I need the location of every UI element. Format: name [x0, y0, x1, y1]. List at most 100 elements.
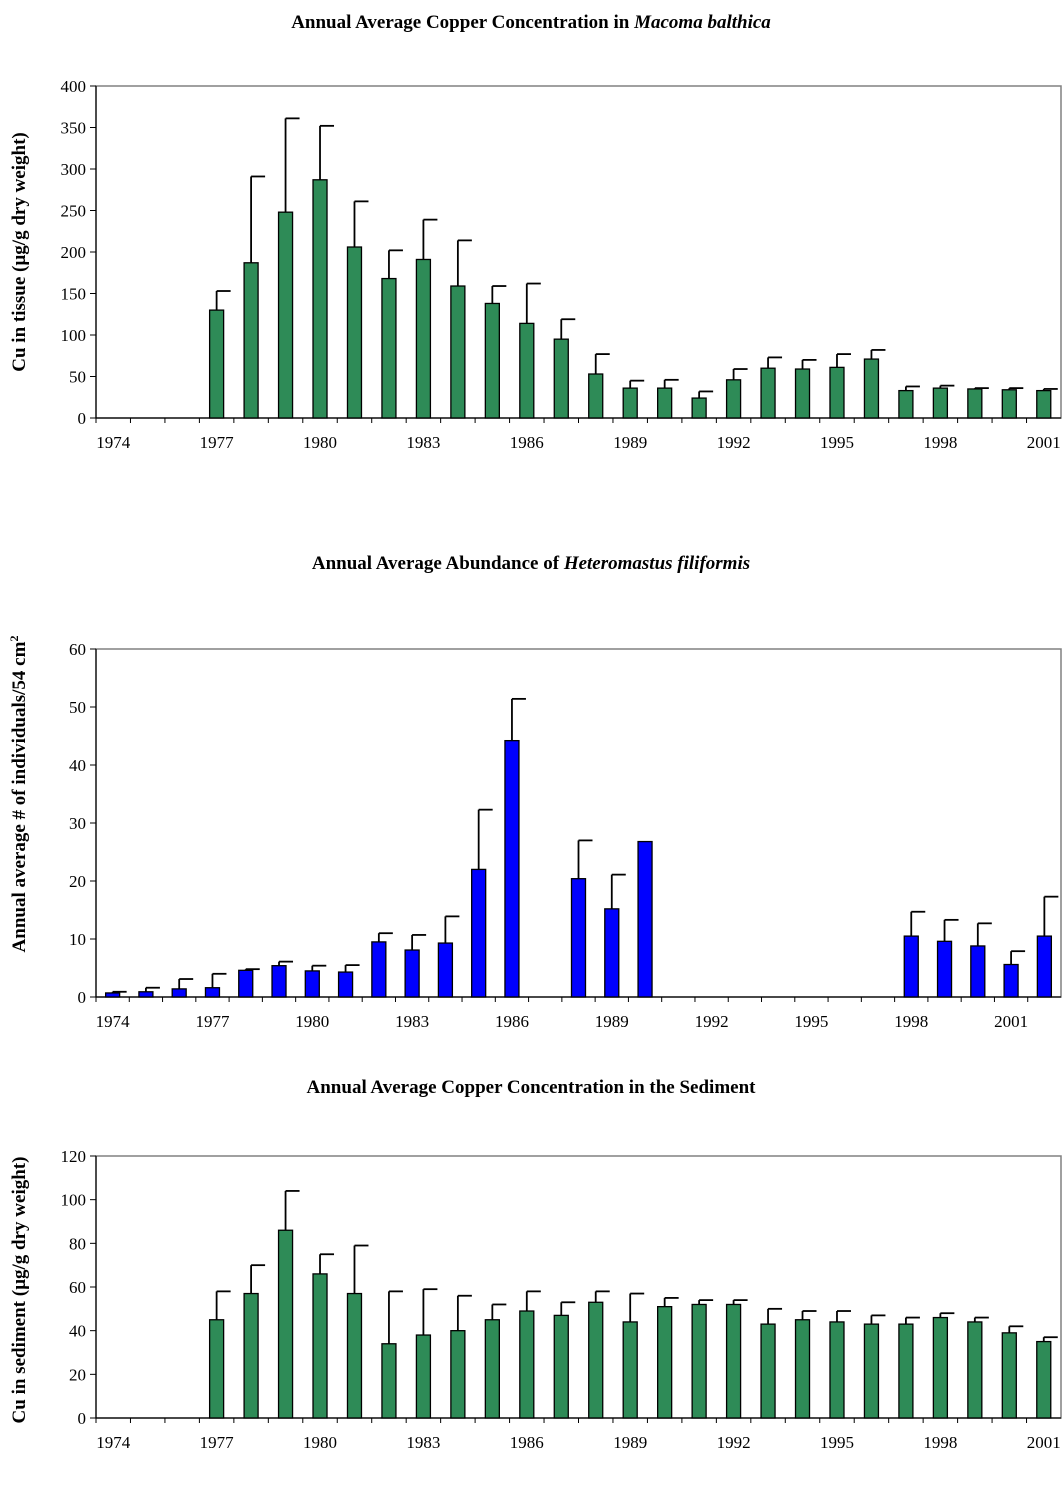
bar	[1036, 389, 1052, 419]
bar	[760, 1323, 776, 1419]
bar	[208, 1319, 225, 1419]
bar	[863, 358, 880, 419]
x-tick-label: 1983	[406, 1433, 440, 1452]
bar	[138, 991, 154, 998]
bar	[437, 942, 454, 998]
x-tick-label: 1989	[613, 433, 647, 452]
bar	[404, 949, 420, 998]
x-tick-label: 1992	[717, 433, 751, 452]
bar	[1036, 935, 1053, 998]
bar	[903, 935, 919, 998]
bar	[863, 1323, 880, 1419]
y-tick-label: 80	[69, 1234, 86, 1253]
chart-svg-heteromastus: 0 10 20 30 40 50 60 1974 1977 1980 1983 1986 1989 199…	[69, 640, 1062, 1031]
x-tick-label: 1983	[406, 433, 440, 452]
bar	[471, 868, 487, 998]
chart-title-species: Macoma balthica	[634, 12, 771, 33]
x-tick-label: 1998	[923, 1433, 957, 1452]
x-tick-label: 2001	[1027, 1433, 1061, 1452]
bar	[970, 945, 986, 998]
bar	[967, 1321, 983, 1419]
bar	[637, 840, 653, 998]
bar	[450, 285, 466, 419]
x-tick-label: 2001	[994, 1012, 1028, 1031]
y-tick-label: 30	[69, 814, 86, 833]
bar	[519, 322, 535, 419]
bar	[829, 366, 845, 419]
y-tick-label: 40	[69, 1322, 86, 1341]
bar	[657, 387, 673, 419]
y-tick-label: 0	[78, 409, 87, 428]
y-tick-label: 60	[69, 1278, 86, 1297]
x-tick-label: 1980	[295, 1012, 329, 1031]
bar	[553, 338, 569, 419]
y-tick-label: 0	[78, 988, 87, 1007]
bar	[725, 1303, 742, 1419]
bar	[1001, 389, 1017, 419]
y-tick-label: 40	[69, 756, 86, 775]
bar	[450, 1330, 466, 1419]
x-tick-label: 1992	[717, 1433, 751, 1452]
bar	[691, 1303, 707, 1419]
x-tick-label: 1992	[695, 1012, 729, 1031]
x-tick-label: 1995	[820, 1433, 854, 1452]
x-tick-label: 1974	[96, 1012, 131, 1031]
x-tick-label: 1974	[96, 1433, 131, 1452]
bar	[519, 1310, 535, 1419]
bar	[381, 277, 397, 419]
bar	[204, 987, 221, 998]
y-tick-label: 10	[69, 930, 86, 949]
bar	[346, 1292, 363, 1419]
bar	[1001, 1332, 1017, 1419]
bar	[967, 388, 983, 419]
chart-title-text: Annual Average Copper Concentration in	[291, 12, 635, 33]
bar	[657, 1305, 673, 1419]
y-tick-label: 150	[61, 285, 87, 304]
bar	[691, 397, 707, 419]
bar	[271, 965, 287, 998]
x-tick-label: 1977	[195, 1012, 230, 1031]
bar	[171, 988, 187, 998]
y-tick-label: 0	[78, 1409, 87, 1428]
bar	[829, 1321, 845, 1419]
y-tick-label: 300	[61, 160, 87, 179]
chart-title-species: Heteromastus filiformis	[563, 553, 751, 574]
bar	[936, 940, 953, 998]
x-tick-label: 1977	[200, 433, 235, 452]
y-tick-label: 120	[61, 1147, 87, 1166]
bar	[794, 1319, 811, 1419]
bar	[238, 969, 254, 998]
bar	[570, 878, 587, 998]
bar	[794, 368, 811, 419]
y-tick-label: 200	[61, 243, 87, 262]
chart-svg-macoma: 0 50 100 150 200 250 300 350 400 1974 1977 1980 1983…	[61, 77, 1062, 452]
x-tick-label: 1989	[595, 1012, 629, 1031]
y-tick-label: 50	[69, 698, 86, 717]
y-tick-label: 100	[61, 326, 87, 345]
x-tick-label: 1977	[200, 1433, 235, 1452]
bar	[243, 1292, 259, 1419]
chart-title: Annual Average Copper Concentration in M…	[0, 12, 1062, 34]
bar	[622, 387, 638, 419]
chart-panel-macoma: Annual Average Copper Concentration in M…	[0, 0, 1062, 480]
y-tick-label: 50	[69, 368, 86, 387]
chart-panel-heteromastus: Annual Average Abundance of Heteromastus…	[0, 540, 1062, 1031]
plot-area	[95, 85, 1062, 419]
x-tick-label: 2001	[1027, 433, 1061, 452]
bar	[898, 389, 914, 419]
bar	[604, 908, 620, 998]
bar	[898, 1323, 914, 1419]
bar	[312, 1273, 328, 1419]
y-tick-label: 20	[69, 872, 86, 891]
bar	[504, 739, 520, 998]
bar	[622, 1321, 638, 1419]
x-tick-label: 1980	[303, 433, 337, 452]
bar	[1036, 1340, 1052, 1419]
x-tick-label: 1974	[96, 433, 131, 452]
y-tick-label: 400	[61, 77, 87, 96]
x-tick-label: 1995	[820, 433, 854, 452]
bar	[588, 373, 604, 419]
chart-title-text: Annual Average Abundance of	[311, 553, 564, 574]
bar	[484, 302, 500, 419]
chart-title: Annual Average Copper Concentration in t…	[0, 1077, 1062, 1099]
